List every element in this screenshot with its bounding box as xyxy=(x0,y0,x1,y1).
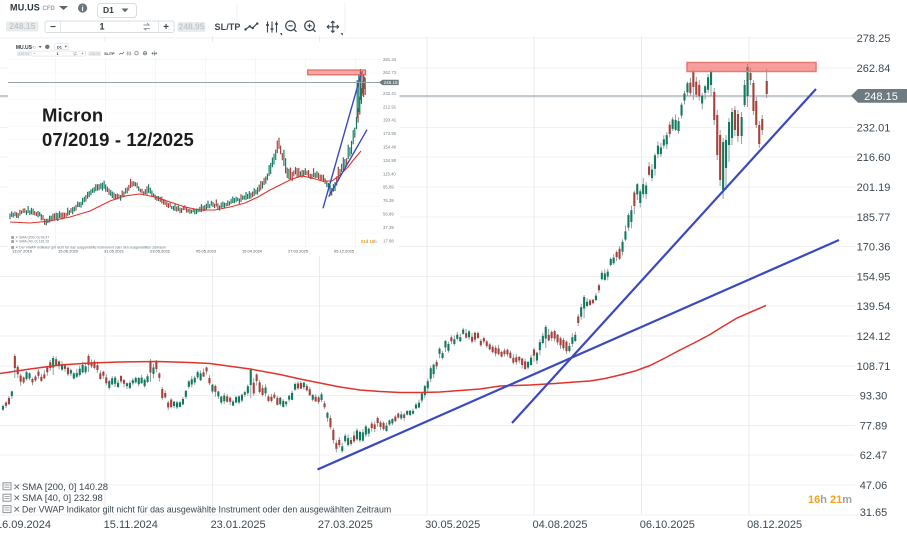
svg-text:▦ ✕ Der VWAP Indikator gilt ni: ▦ ✕ Der VWAP Indikator gilt nicht für da… xyxy=(11,245,166,249)
svg-text:248.15: 248.15 xyxy=(384,80,398,85)
svg-text:62.47: 62.47 xyxy=(860,450,888,462)
svg-text:154.95: 154.95 xyxy=(857,271,891,283)
svg-text:27.03.2025: 27.03.2025 xyxy=(318,519,373,531)
svg-text:SMA [200, 0] 140.28: SMA [200, 0] 140.28 xyxy=(22,482,108,493)
svg-text:95.89: 95.89 xyxy=(383,185,394,190)
svg-text:232.41: 232.41 xyxy=(383,91,397,96)
svg-text:16.09.2024: 16.09.2024 xyxy=(0,519,51,531)
svg-text:−: − xyxy=(34,51,37,56)
svg-text:93.30: 93.30 xyxy=(860,391,888,403)
svg-text:154.40: 154.40 xyxy=(383,145,397,150)
svg-text:56.89: 56.89 xyxy=(383,212,394,217)
svg-text:MU.US: MU.US xyxy=(10,3,40,13)
svg-text:248.95: 248.95 xyxy=(179,21,205,31)
svg-text:139.54: 139.54 xyxy=(857,301,891,313)
svg-text:216.60: 216.60 xyxy=(857,152,891,164)
svg-text:✕: ✕ xyxy=(13,493,21,503)
svg-text:13.07.2019: 13.07.2019 xyxy=(12,249,33,254)
svg-text:D1: D1 xyxy=(57,46,62,50)
svg-text:248.15: 248.15 xyxy=(864,91,898,103)
svg-text:SMA [40, 0] 232.98: SMA [40, 0] 232.98 xyxy=(22,493,103,504)
svg-text:01d 16h: 01d 16h xyxy=(361,239,377,244)
svg-text:15.04.2024: 15.04.2024 xyxy=(242,249,263,254)
svg-text:173.90: 173.90 xyxy=(383,131,397,136)
svg-text:108.71: 108.71 xyxy=(857,361,891,373)
svg-text:232.01: 232.01 xyxy=(857,122,891,134)
svg-text:281.34: 281.34 xyxy=(383,57,397,62)
svg-text:134.90: 134.90 xyxy=(383,158,397,163)
svg-text:SL/TP: SL/TP xyxy=(215,22,241,32)
svg-text:i: i xyxy=(82,4,84,13)
svg-text:+: + xyxy=(163,22,169,33)
svg-text:15.06.2020: 15.06.2020 xyxy=(58,249,79,254)
svg-text:Der VWAP Indikator gilt nicht: Der VWAP Indikator gilt nicht für das au… xyxy=(22,505,391,515)
svg-text:23.05.2022: 23.05.2022 xyxy=(150,249,171,254)
svg-text:262.73: 262.73 xyxy=(383,70,397,75)
svg-text:05.12.2025: 05.12.2025 xyxy=(334,249,355,254)
svg-text:SL/TP: SL/TP xyxy=(104,52,115,56)
svg-text:37.39: 37.39 xyxy=(383,225,394,230)
svg-text:77.89: 77.89 xyxy=(860,420,888,432)
svg-text:06.10.2025: 06.10.2025 xyxy=(640,519,695,531)
svg-text:MU.US: MU.US xyxy=(16,45,33,51)
svg-text:▦ ✕ SMA (40, 0) 181.32: ▦ ✕ SMA (40, 0) 181.32 xyxy=(11,239,49,243)
svg-text:193.41: 193.41 xyxy=(383,118,397,123)
svg-text:185.77: 185.77 xyxy=(857,212,891,224)
svg-text:201.19: 201.19 xyxy=(857,182,891,194)
svg-text:212.91: 212.91 xyxy=(383,104,397,109)
svg-text:✕: ✕ xyxy=(13,482,21,492)
svg-text:23.01.2025: 23.01.2025 xyxy=(211,519,266,531)
svg-text:170.36: 170.36 xyxy=(857,242,891,254)
svg-text:248.15: 248.15 xyxy=(18,52,29,56)
svg-text:76.39: 76.39 xyxy=(383,198,394,203)
svg-text:✕: ✕ xyxy=(13,505,21,515)
svg-text:17.88: 17.88 xyxy=(383,238,394,243)
svg-text:248.15: 248.15 xyxy=(9,21,35,31)
svg-text:1: 1 xyxy=(99,22,104,32)
svg-text:05.05.2023: 05.05.2023 xyxy=(196,249,217,254)
svg-text:278.25: 278.25 xyxy=(857,33,891,45)
svg-text:124.12: 124.12 xyxy=(857,331,891,343)
svg-text:CFD: CFD xyxy=(29,46,37,50)
svg-text:115.40: 115.40 xyxy=(383,171,396,176)
svg-text:262.84: 262.84 xyxy=(857,63,891,75)
svg-text:D1: D1 xyxy=(103,5,114,15)
svg-text:16h 21m: 16h 21m xyxy=(808,494,852,506)
svg-text:CFD: CFD xyxy=(43,6,56,12)
svg-text:+: + xyxy=(81,51,84,56)
svg-text:30.05.2025: 30.05.2025 xyxy=(425,519,480,531)
svg-text:08.12.2025: 08.12.2025 xyxy=(747,519,802,531)
svg-text:47.06: 47.06 xyxy=(860,480,888,492)
svg-text:▦ ✕ SMA (200, 0) 93.47: ▦ ✕ SMA (200, 0) 93.47 xyxy=(11,236,49,240)
svg-text:07/2019 - 12/2025: 07/2019 - 12/2025 xyxy=(42,129,194,150)
svg-text:−: − xyxy=(50,22,56,33)
svg-text:Micron: Micron xyxy=(42,105,103,126)
svg-text:15.11.2024: 15.11.2024 xyxy=(104,519,158,531)
svg-text:04.08.2025: 04.08.2025 xyxy=(532,519,587,531)
svg-text:27.03.2025: 27.03.2025 xyxy=(288,249,309,254)
svg-text:31.05.2021: 31.05.2021 xyxy=(104,249,125,254)
svg-text:248.95: 248.95 xyxy=(89,52,100,56)
svg-text:31.65: 31.65 xyxy=(860,507,888,519)
svg-text:1: 1 xyxy=(57,52,59,56)
